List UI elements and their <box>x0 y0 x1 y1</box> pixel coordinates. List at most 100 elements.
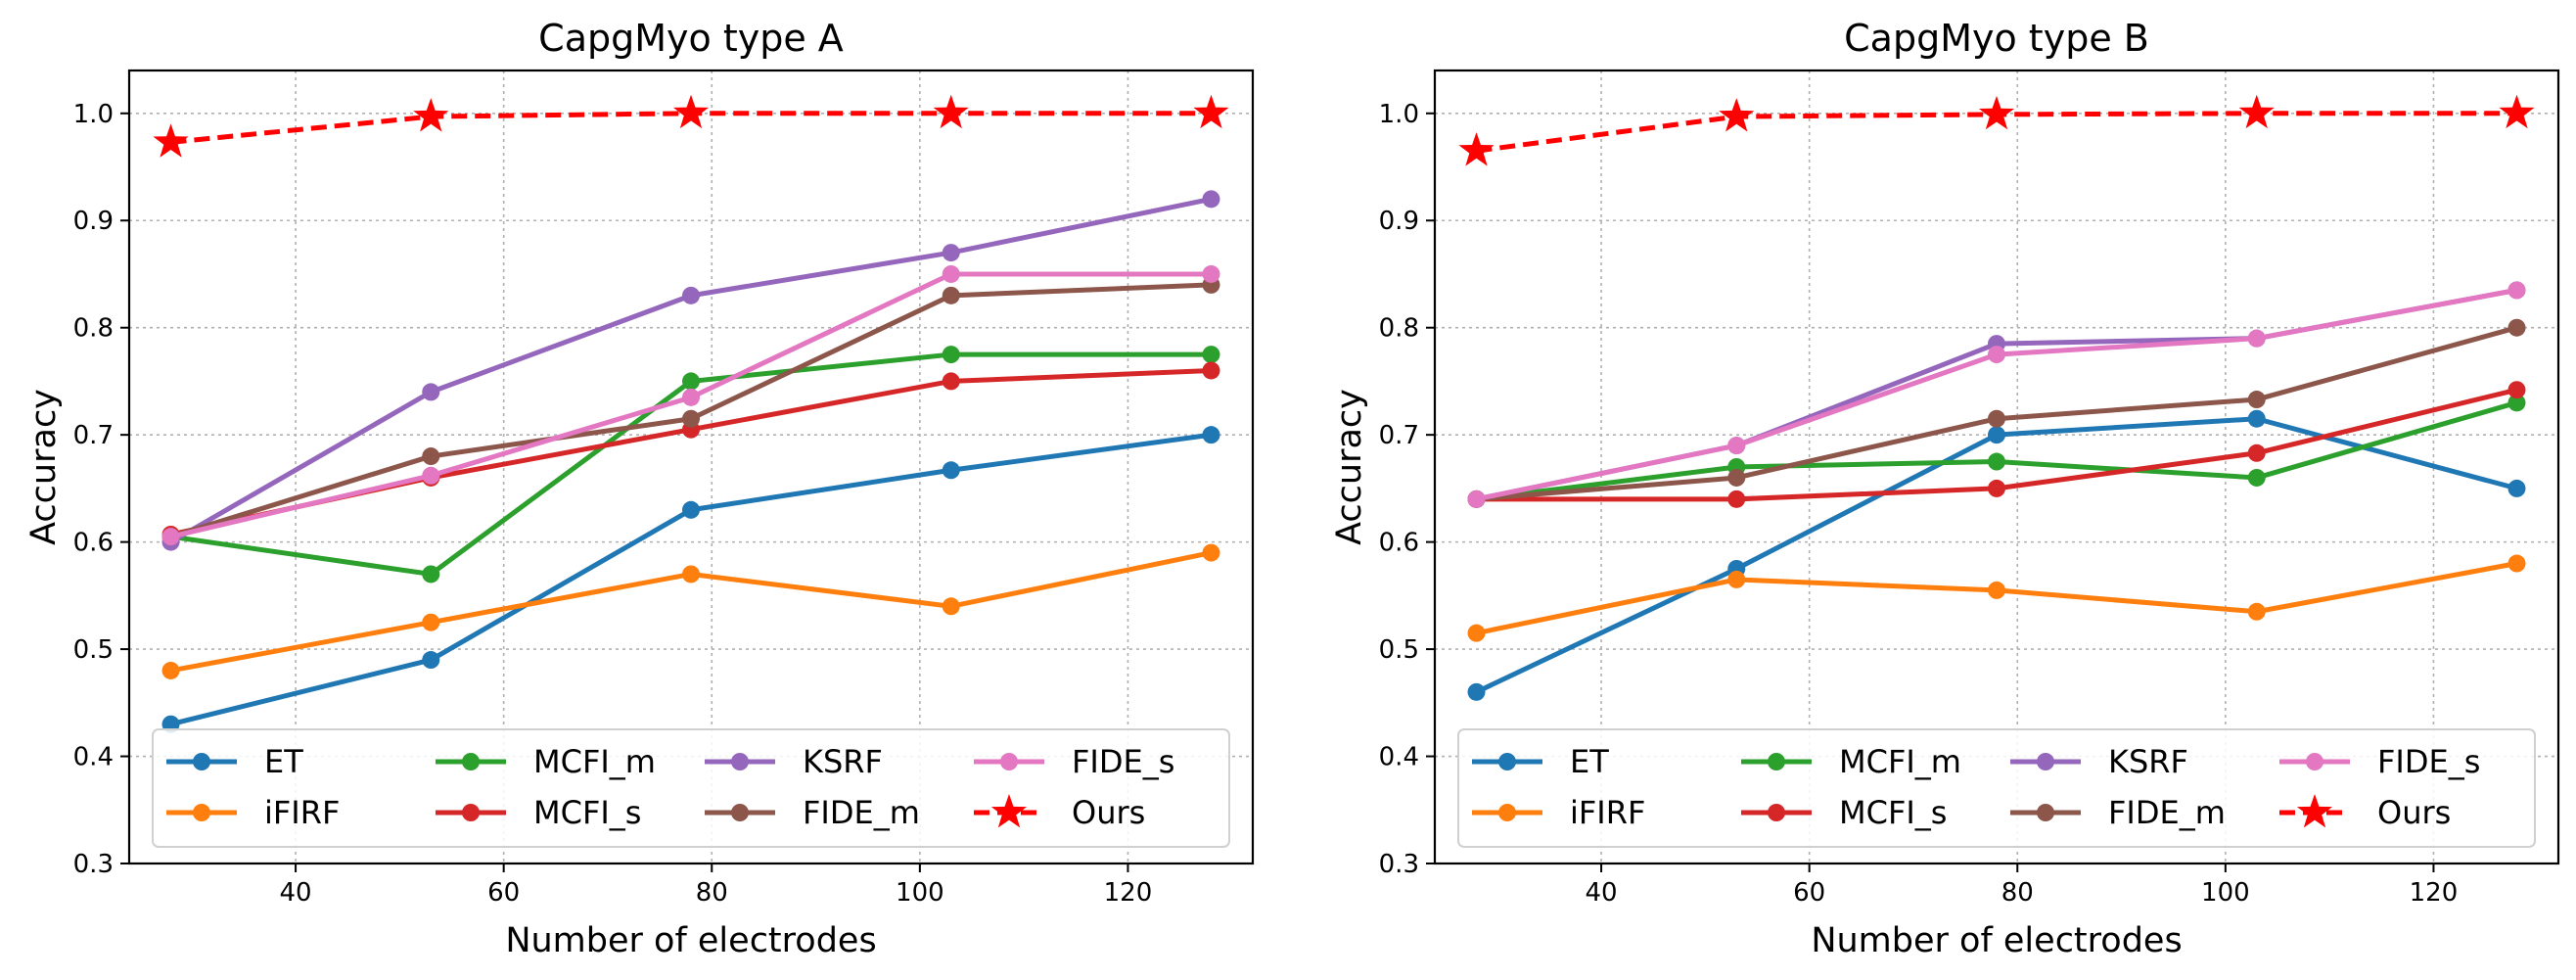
legend-label: iFIRF <box>1570 794 1645 831</box>
chart-title: CapgMyo type A <box>538 17 844 60</box>
data-point <box>1202 543 1220 562</box>
series-fide-s <box>1467 281 2526 508</box>
data-point <box>2507 394 2526 412</box>
data-point <box>1727 468 1746 487</box>
x-tick-label: 60 <box>1793 878 1825 908</box>
data-point <box>422 383 440 401</box>
y-tick-label: 0.3 <box>73 850 114 879</box>
x-tick-label: 80 <box>2001 878 2034 908</box>
legend-label: Ours <box>1072 794 1145 831</box>
series-ours <box>153 94 1229 158</box>
legend-item: FIDE_m <box>705 794 920 831</box>
data-point <box>2247 391 2266 409</box>
data-point <box>2247 329 2266 348</box>
legend-item: Ours <box>2279 794 2451 831</box>
legend-swatch-marker <box>1498 804 1516 821</box>
series-ksrf <box>161 190 1220 551</box>
y-tick-label: 0.4 <box>73 743 114 772</box>
y-tick-label: 0.6 <box>1379 529 1419 558</box>
data-point <box>1727 437 1746 455</box>
legend-item: FIDE_m <box>2010 794 2226 831</box>
legend-swatch-marker <box>731 804 749 821</box>
data-point <box>422 447 440 466</box>
y-axis-label: Accuracy <box>1330 389 1369 545</box>
series-ifirf <box>1467 554 2526 642</box>
x-tick-label: 60 <box>487 878 520 908</box>
data-point <box>942 372 960 391</box>
series-fide-m <box>161 275 1220 546</box>
legend-swatch-marker <box>462 753 480 770</box>
x-tick-label: 80 <box>696 878 728 908</box>
legend-swatch-marker <box>193 753 210 770</box>
legend-item: FIDE_s <box>974 743 1174 780</box>
legend-label: ET <box>264 743 303 780</box>
data-point-star <box>672 94 710 129</box>
data-point <box>1467 624 1486 642</box>
x-tick-label: 40 <box>1586 878 1618 908</box>
data-point <box>1202 346 1220 364</box>
data-point-star <box>2499 94 2535 129</box>
data-point <box>422 466 440 485</box>
legend-swatch-marker <box>1000 753 1018 770</box>
legend-label: KSRF <box>803 743 883 780</box>
data-point <box>2507 554 2526 573</box>
data-point <box>1727 490 1746 508</box>
data-point <box>2247 468 2266 487</box>
data-point <box>942 461 960 480</box>
data-point <box>682 409 700 428</box>
data-point <box>1988 581 2005 599</box>
data-point <box>1988 346 2005 364</box>
data-point <box>2507 479 2526 497</box>
plot-frame <box>1433 69 2560 865</box>
data-point <box>1988 409 2005 428</box>
data-point <box>942 286 960 304</box>
data-point-star <box>1458 132 1495 166</box>
legend-label: MCFI_m <box>533 743 656 780</box>
legend-item: MCFI_m <box>436 743 656 780</box>
legend-label: FIDE_s <box>1072 743 1174 780</box>
data-point <box>2507 381 2526 399</box>
legend-label: MCFI_m <box>1839 743 1961 780</box>
chart-panel-2: 40 60 80 100 120 0.3 0.4 0.5 0.6 0.7 0.8 0.9 1.0 Capg… <box>1330 17 2560 960</box>
legend-swatch-marker <box>1768 804 1785 821</box>
plot-frame <box>127 69 1255 865</box>
data-point <box>1202 264 1220 283</box>
series-mcfi-s <box>1467 381 2526 508</box>
data-point <box>942 244 960 262</box>
data-point <box>1988 479 2005 497</box>
legend-swatch-marker <box>990 794 1028 828</box>
data-point <box>1988 452 2005 471</box>
legend-label: iFIRF <box>264 794 340 831</box>
series-fide-s <box>161 264 1220 546</box>
legend-item: Ours <box>974 794 1145 831</box>
legend-label: MCFI_s <box>533 794 641 831</box>
y-tick-label: 0.8 <box>1379 314 1419 344</box>
data-point-star <box>1193 94 1229 129</box>
legend-item: KSRF <box>2010 743 2188 780</box>
data-point <box>2507 281 2526 300</box>
y-tick-label: 0.8 <box>73 314 114 344</box>
data-point <box>1467 682 1486 701</box>
data-point <box>682 372 700 391</box>
data-point <box>1202 190 1220 209</box>
data-point <box>422 565 440 583</box>
y-tick-label: 0.3 <box>1379 850 1419 879</box>
legend-item: ET <box>166 743 303 780</box>
legend-label: FIDE_m <box>2108 794 2226 831</box>
data-point-star <box>153 123 189 158</box>
x-tick-label: 100 <box>896 878 944 908</box>
legend-label: KSRF <box>2108 743 2188 780</box>
data-point-star <box>413 98 449 132</box>
legend: ET iFIRF MCFI_m MCFI_s KSRF FIDE_m FIDE_s Ours <box>1457 728 2536 848</box>
y-tick-label: 0.9 <box>73 207 114 236</box>
x-tick-label: 120 <box>2410 878 2459 908</box>
y-tick-label: 0.4 <box>1379 743 1419 772</box>
data-point <box>682 500 700 519</box>
legend-swatch-marker <box>1768 753 1785 770</box>
x-tick-label: 40 <box>280 878 312 908</box>
data-point <box>1727 570 1746 588</box>
legend-swatch-marker <box>2037 804 2054 821</box>
y-tick-label: 0.7 <box>73 421 114 450</box>
legend-swatch-marker <box>193 804 210 821</box>
legend-label: FIDE_s <box>2377 743 2480 780</box>
